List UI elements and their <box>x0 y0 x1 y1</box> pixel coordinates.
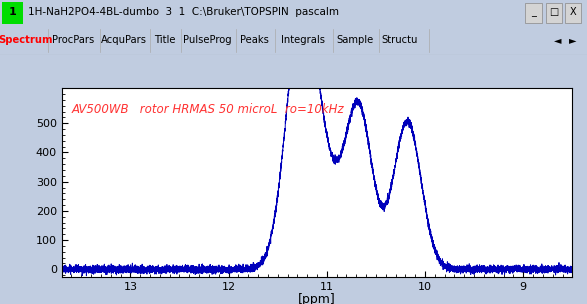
Text: _: _ <box>531 7 536 17</box>
Text: 1: 1 <box>9 7 17 17</box>
Text: PulseProg: PulseProg <box>184 35 232 45</box>
Bar <box>525 3 542 23</box>
Text: AcquPars: AcquPars <box>101 35 147 45</box>
Bar <box>565 3 581 23</box>
Text: 1H-NaH2PO4-4BL-dumbo  3  1  C:\Bruker\TOPSPIN  pascalm: 1H-NaH2PO4-4BL-dumbo 3 1 C:\Bruker\TOPSP… <box>28 7 339 17</box>
Text: Peaks: Peaks <box>239 35 269 45</box>
Text: AV500WB   rotor HRMAS 50 microL  ro=10kHz: AV500WB rotor HRMAS 50 microL ro=10kHz <box>72 103 345 116</box>
Text: Spectrum: Spectrum <box>0 35 53 45</box>
Bar <box>2 2 23 24</box>
Text: ►: ► <box>569 35 576 45</box>
Text: Title: Title <box>154 35 175 45</box>
Text: ◄: ◄ <box>554 35 561 45</box>
Text: ProcPars: ProcPars <box>52 35 94 45</box>
Bar <box>546 3 562 23</box>
Text: □: □ <box>549 7 559 17</box>
X-axis label: [ppm]: [ppm] <box>298 293 336 304</box>
Text: Integrals: Integrals <box>281 35 325 45</box>
Text: Sample: Sample <box>336 35 374 45</box>
Text: X: X <box>569 7 576 17</box>
Text: Structu: Structu <box>382 35 418 45</box>
